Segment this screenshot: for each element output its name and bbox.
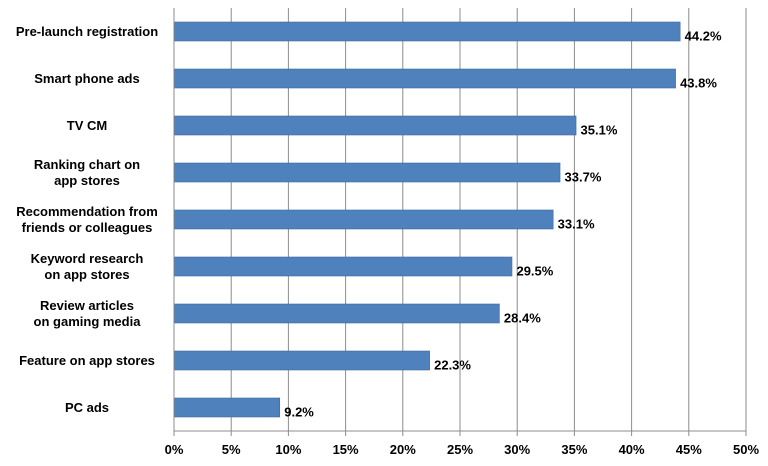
data-labels: 44.2% 43.8% 35.1% 33.7% 33.1% 29.5% 28.4% 22.3%… xyxy=(284,29,722,420)
bar xyxy=(174,115,577,136)
x-tick-label: 40% xyxy=(619,442,645,457)
axes xyxy=(173,8,747,436)
data-label: 33.7% xyxy=(565,170,602,185)
tick-labels: 0% 5% 10% 15% 20% 25% 30% 35% 40% 45% 50% xyxy=(165,442,760,457)
data-label: 29.5% xyxy=(516,264,553,279)
x-tick-label: 10% xyxy=(275,442,301,457)
category-label: TV CM xyxy=(67,118,107,133)
bar xyxy=(174,68,676,89)
category-label: PC ads xyxy=(65,400,109,415)
data-label: 22.3% xyxy=(434,358,471,373)
bar xyxy=(174,397,281,418)
x-tick-label: 25% xyxy=(447,442,473,457)
bar xyxy=(174,303,500,324)
data-label: 9.2% xyxy=(284,405,314,420)
category-label: Pre-launch registration xyxy=(16,24,158,39)
bar xyxy=(174,256,513,277)
category-label: Keyword research on app stores xyxy=(31,251,144,282)
bar xyxy=(174,21,681,42)
data-label: 35.1% xyxy=(581,123,618,138)
data-label: 33.1% xyxy=(558,217,595,232)
category-label: Recommendation from friends or colleagues xyxy=(16,204,158,235)
bars xyxy=(174,21,681,418)
x-tick-label: 0% xyxy=(165,442,184,457)
x-tick-label: 15% xyxy=(333,442,359,457)
data-label: 28.4% xyxy=(504,311,541,326)
data-label: 44.2% xyxy=(685,29,722,44)
bar xyxy=(174,209,554,230)
x-tick-label: 20% xyxy=(390,442,416,457)
category-labels: Pre-launch registration Smart phone ads TV… xyxy=(16,24,158,415)
x-tick-label: 50% xyxy=(733,442,759,457)
x-tick-label: 35% xyxy=(561,442,587,457)
x-tick-label: 45% xyxy=(676,442,702,457)
category-label: Review articles on gaming media xyxy=(34,298,142,329)
x-tick-label: 5% xyxy=(222,442,241,457)
category-label: Smart phone ads xyxy=(34,71,139,86)
bar xyxy=(174,162,561,183)
bar xyxy=(174,350,430,371)
x-tick-label: 30% xyxy=(504,442,530,457)
data-label: 43.8% xyxy=(680,76,717,91)
category-label: Ranking chart on app stores xyxy=(34,157,140,188)
category-label: Feature on app stores xyxy=(19,353,155,368)
